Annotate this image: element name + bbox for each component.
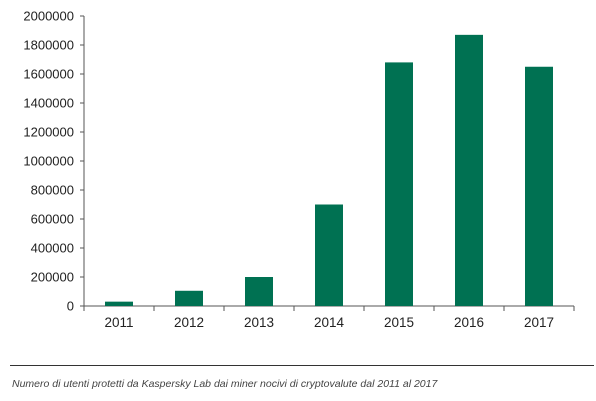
bar-2017 xyxy=(525,66,553,306)
y-axis: 0 200000 400000 600000 800000 1000000 1200000 1… xyxy=(23,9,85,314)
y-tick-label: 1000000 xyxy=(23,154,74,169)
chart-caption: Numero di utenti protetti da Kaspersky L… xyxy=(12,378,438,390)
bar-2013 xyxy=(245,277,273,306)
x-category-label: 2015 xyxy=(384,315,414,330)
caption-divider xyxy=(10,365,594,366)
x-category-label: 2011 xyxy=(104,315,133,330)
x-category-label: 2013 xyxy=(244,315,274,330)
bar-2014 xyxy=(315,204,343,306)
y-tick-label: 800000 xyxy=(31,183,74,198)
y-tick-label: 1600000 xyxy=(23,67,74,82)
x-axis: 2011 2012 2013 2014 2015 2016 2017 xyxy=(83,305,575,330)
x-category-label: 2012 xyxy=(174,315,204,330)
bar-2012 xyxy=(175,290,203,306)
y-tick-label: 200000 xyxy=(31,270,74,285)
x-category-label: 2017 xyxy=(524,315,554,330)
bar-2011 xyxy=(105,301,133,306)
y-tick-label: 1400000 xyxy=(23,96,74,111)
y-tick-label: 2000000 xyxy=(23,9,74,24)
y-tick-label: 1200000 xyxy=(23,125,74,140)
y-tick-label: 1800000 xyxy=(23,38,74,53)
bar-2016 xyxy=(455,34,483,306)
x-category-label: 2014 xyxy=(314,315,345,330)
x-category-label: 2016 xyxy=(454,315,484,330)
y-tick-label: 400000 xyxy=(31,241,74,256)
y-tick-label: 0 xyxy=(67,299,74,314)
bars xyxy=(105,34,553,307)
bar-chart: 0 200000 400000 600000 800000 1000000 1200000 1… xyxy=(23,9,575,330)
y-tick-label: 600000 xyxy=(31,212,74,227)
bar-2015 xyxy=(385,62,413,307)
